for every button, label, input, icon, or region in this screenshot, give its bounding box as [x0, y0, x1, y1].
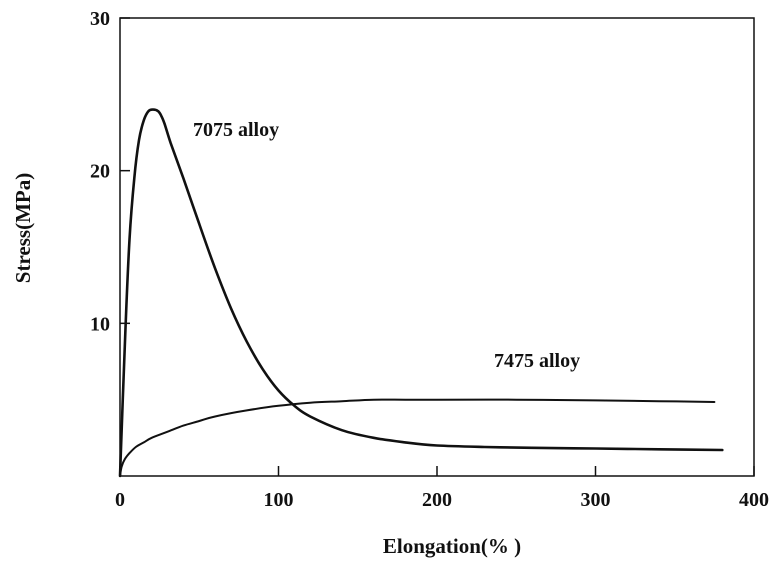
series-layer — [118, 108, 724, 478]
y-tick-label: 20 — [90, 161, 110, 183]
x-axis-ticks: 0 100 200 300 400 — [115, 466, 769, 511]
series-label-7075: 7075 alloy — [193, 119, 279, 141]
x-tick-label: 300 — [581, 489, 611, 511]
plot-frame — [119, 17, 755, 477]
y-tick-label: 10 — [90, 313, 110, 335]
y-axis-title: Stress(MPa) — [11, 173, 35, 283]
x-tick-label: 400 — [739, 489, 769, 511]
y-tick-label: 30 — [90, 8, 110, 30]
x-tick-label: 100 — [264, 489, 294, 511]
y-axis-ticks: 10 20 30 — [90, 8, 130, 335]
x-tick-label: 200 — [422, 489, 452, 511]
series-line-7475-alloy — [119, 398, 716, 477]
x-tick-label: 0 — [115, 489, 125, 511]
x-axis-title: Elongation(% ) — [383, 534, 521, 558]
series-label-7475: 7475 alloy — [494, 350, 580, 372]
series-line-7075-alloy — [118, 108, 724, 478]
